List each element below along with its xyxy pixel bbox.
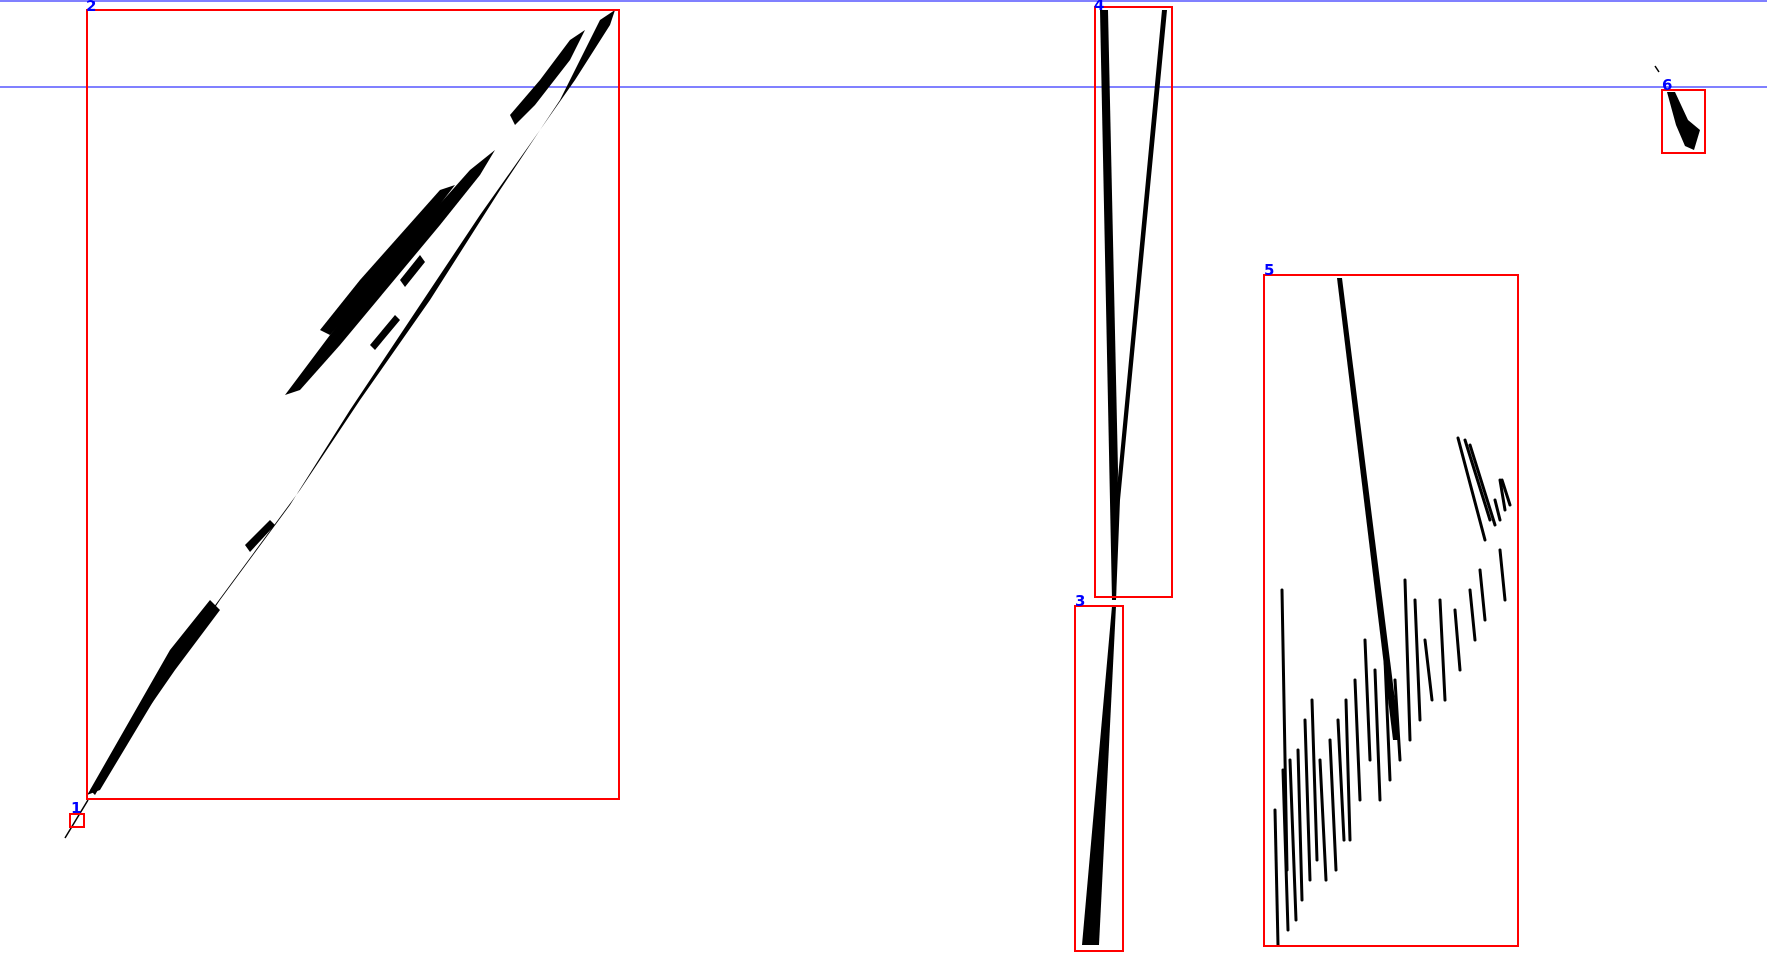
blob-shape (1667, 92, 1700, 150)
bounding-box-5[interactable] (1263, 274, 1519, 947)
box-label-4: 4 (1094, 0, 1104, 14)
streak-lower-wide (90, 600, 220, 795)
box-label-6: 6 (1662, 76, 1672, 94)
box-label-3: 3 (1075, 592, 1085, 610)
bounding-box-3[interactable] (1074, 605, 1124, 952)
streak-fragment-1 (245, 520, 275, 552)
box-label-2: 2 (86, 0, 96, 15)
blob-tail (1654, 65, 1660, 73)
box-labels: 1 2 3 4 5 6 (71, 0, 1672, 817)
line-long-diagonal (1337, 278, 1400, 740)
bounding-boxes (69, 6, 1706, 952)
ink-shapes (64, 10, 1700, 947)
bounding-box-6[interactable] (1661, 89, 1706, 154)
streak-fragment-2 (370, 315, 400, 350)
bounding-box-2[interactable] (86, 9, 620, 800)
v-shape-right-arm (1114, 10, 1167, 600)
streak-middle (320, 185, 455, 335)
bounding-box-4[interactable] (1094, 6, 1173, 598)
box-label-1: 1 (71, 799, 81, 817)
streak-top (510, 30, 585, 125)
v-shape-left-arm (1100, 10, 1118, 600)
spike-cluster (1273, 436, 1512, 947)
streak-fragment-3 (400, 255, 425, 287)
streak-upper (285, 150, 495, 395)
bounding-box-1[interactable] (69, 813, 85, 828)
box-label-5: 5 (1264, 261, 1274, 279)
wedge-shape (1082, 606, 1116, 945)
tail-line (64, 799, 89, 839)
